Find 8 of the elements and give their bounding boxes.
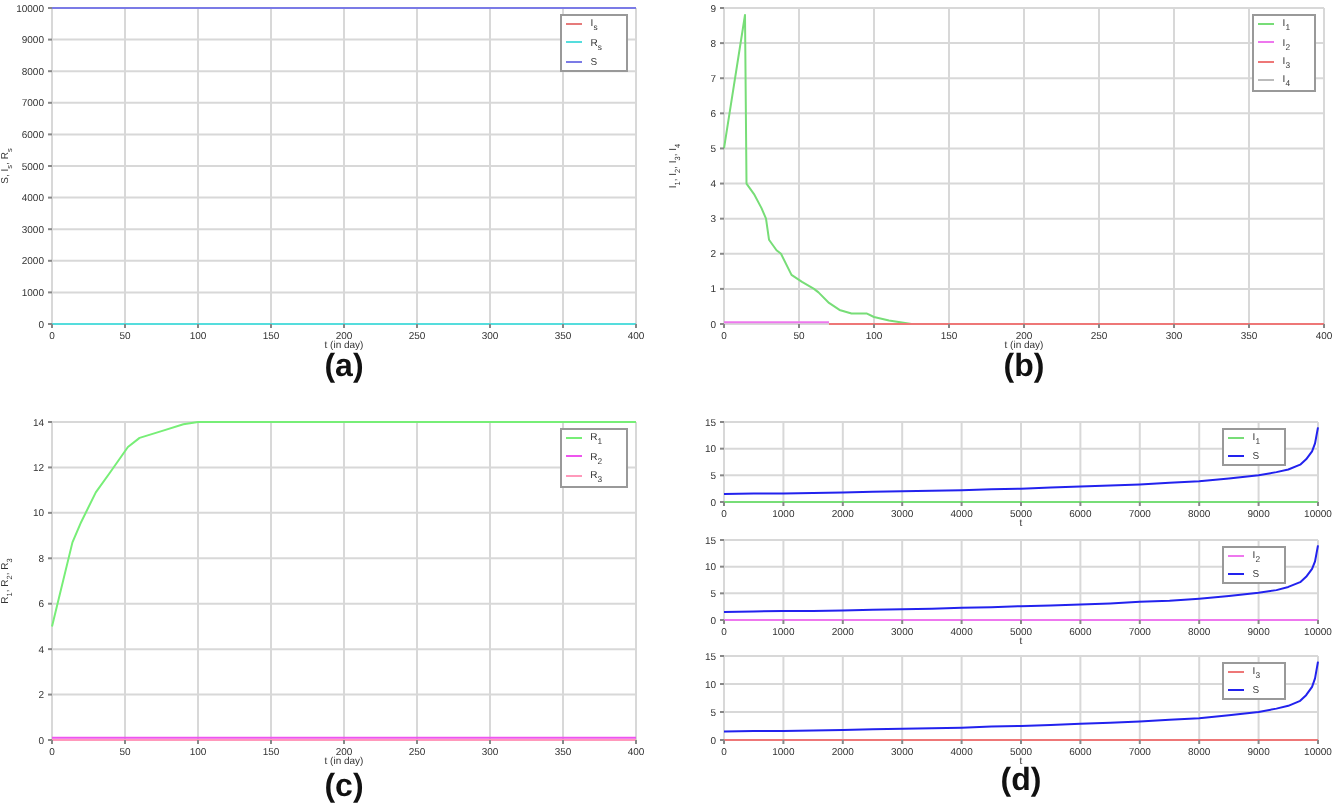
text: (c) [322, 768, 366, 806]
text: (d) [998, 764, 1044, 800]
line-series [723, 544, 1319, 613]
text: (b) [1001, 350, 1047, 386]
text: (a) [322, 350, 366, 386]
line-series [723, 14, 913, 325]
line-series [723, 426, 1319, 495]
line-series [723, 660, 1319, 733]
